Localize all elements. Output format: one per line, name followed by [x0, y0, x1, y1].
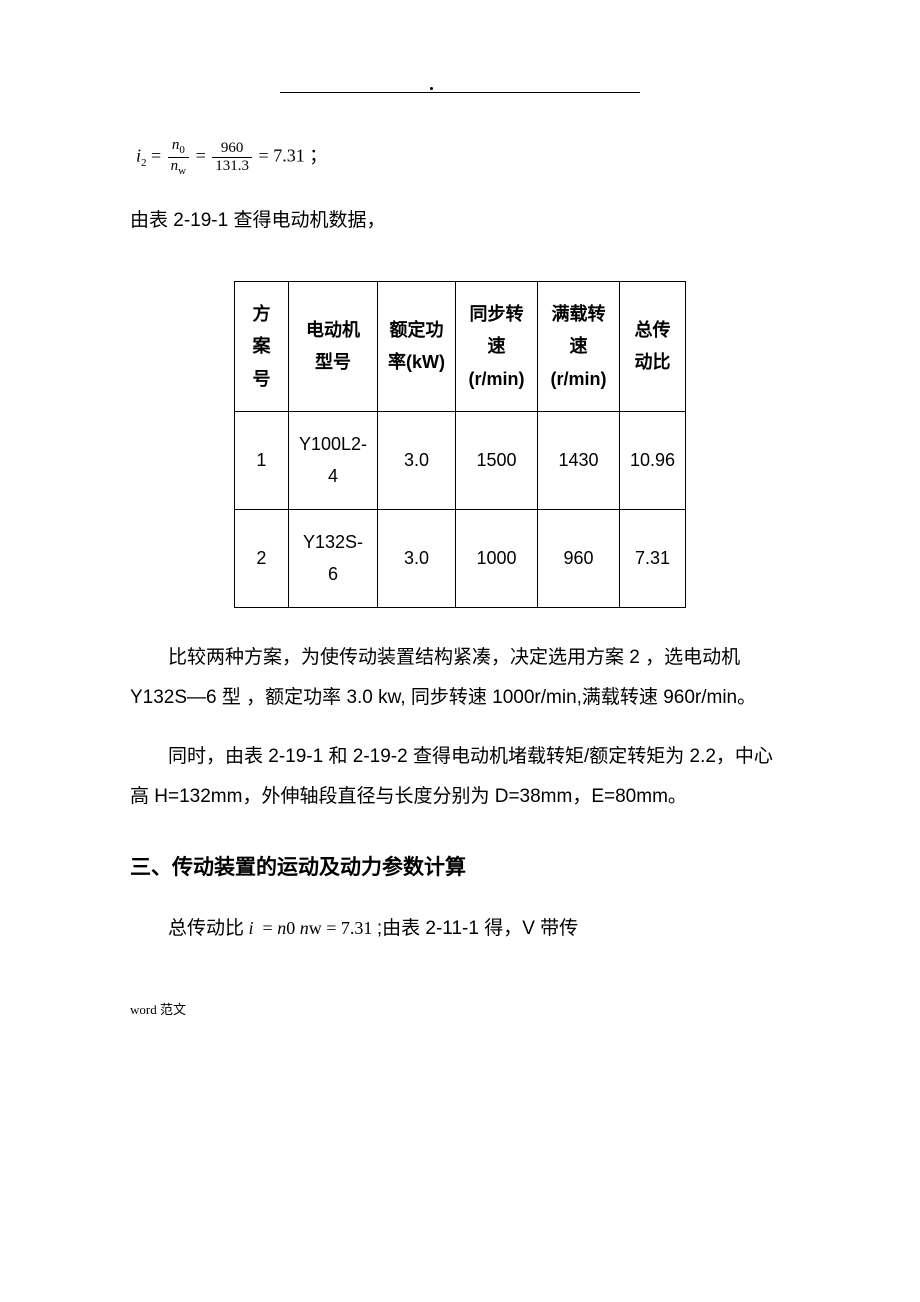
table-cell: Y100L2-4: [288, 412, 377, 510]
lookup-line: 由表 2-19-1 查得电动机数据，: [130, 201, 790, 241]
motor-spec-paragraph: 同时，由表 2-19-1 和 2-19-2 查得电动机堵载转矩/额定转矩为 2.…: [130, 737, 790, 817]
table-header-cell: 电动机型号: [288, 281, 377, 411]
table-cell: Y132S-6: [288, 509, 377, 607]
total-ratio-line: 总传动比 i = n0 nw = 7.31 ;由表 2-11-1 得，V 带传: [130, 909, 790, 949]
table-header-row: 方案号电动机型号额定功率(kW)同步转速(r/min)满载转速(r/min)总传…: [234, 281, 685, 411]
table-cell: 1500: [456, 412, 538, 510]
table-cell: 3.0: [378, 412, 456, 510]
table-row: 2Y132S-63.010009607.31: [234, 509, 685, 607]
formula-i2: i2 = n0 nw = 960 131.3 = 7.31 ；: [136, 138, 790, 177]
section-heading: 三、传动装置的运动及动力参数计算: [130, 851, 790, 881]
table-cell: 2: [234, 509, 288, 607]
table-cell: 10.96: [620, 412, 686, 510]
table-cell: 1430: [538, 412, 620, 510]
table-cell: 3.0: [378, 509, 456, 607]
table-header-cell: 额定功率(kW): [378, 281, 456, 411]
compare-paragraph: 比较两种方案，为使传动装置结构紧凑，决定选用方案 2 ，选电动机 Y132S—6…: [130, 638, 790, 718]
header-rule: [130, 80, 790, 98]
table-header-cell: 方案号: [234, 281, 288, 411]
table-row: 1Y100L2-43.01500143010.96: [234, 412, 685, 510]
table-header-cell: 满载转速(r/min): [538, 281, 620, 411]
table-header-cell: 同步转速(r/min): [456, 281, 538, 411]
table-cell: 1000: [456, 509, 538, 607]
table-cell: 7.31: [620, 509, 686, 607]
page-footer: word 范文: [130, 999, 790, 1018]
table-cell: 960: [538, 509, 620, 607]
table-header-cell: 总传动比: [620, 281, 686, 411]
motor-data-table: 方案号电动机型号额定功率(kW)同步转速(r/min)满载转速(r/min)总传…: [234, 281, 686, 608]
table-cell: 1: [234, 412, 288, 510]
